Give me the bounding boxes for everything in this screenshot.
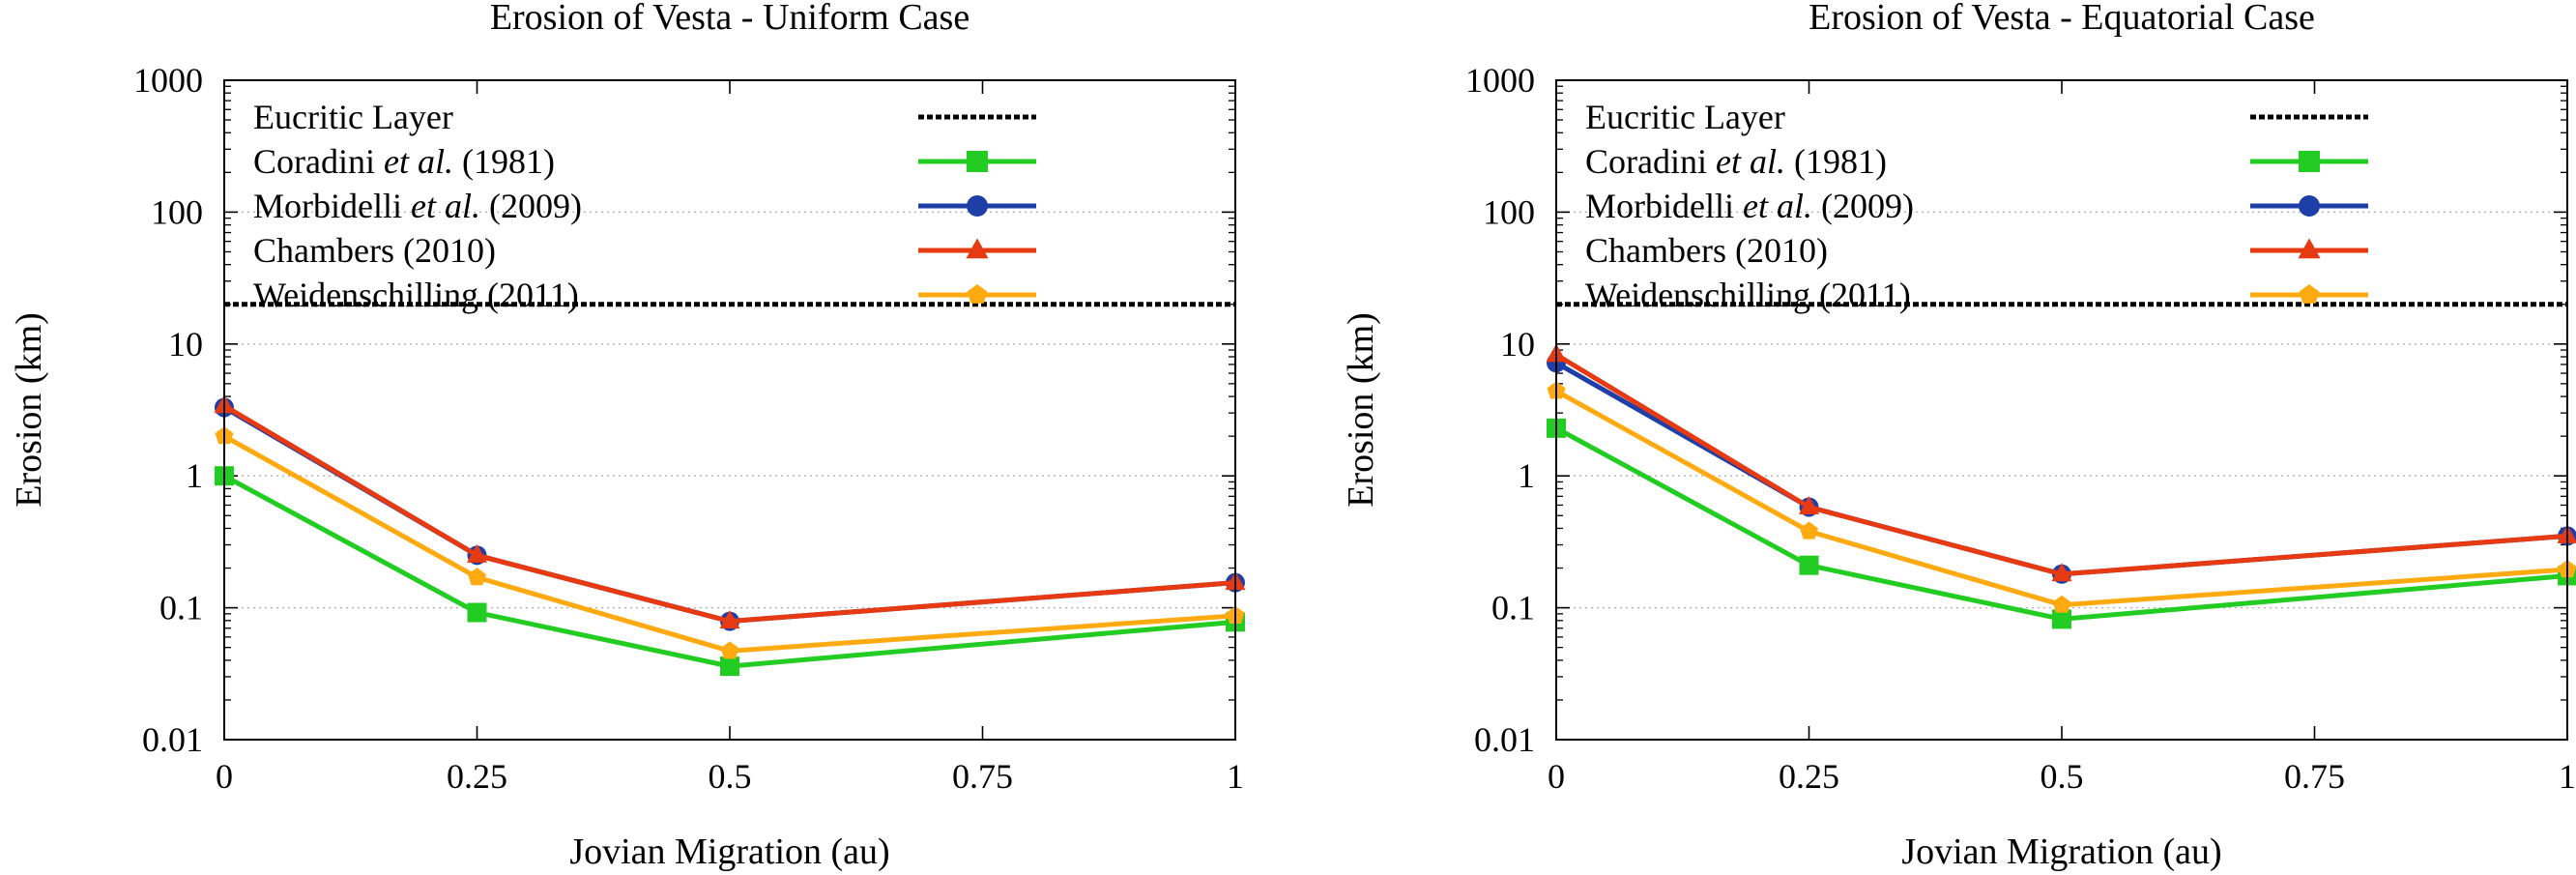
legend-label: Coradini et al. (1981) xyxy=(253,142,555,181)
y-axis-label: Erosion (km) xyxy=(9,312,49,508)
plot-frame xyxy=(1555,79,2568,741)
legend-marker-square xyxy=(2299,151,2320,172)
legend-label-part: Coradini xyxy=(253,142,384,181)
x-tick-label: 0.25 xyxy=(1779,757,1839,796)
series-line xyxy=(222,405,1236,625)
y-tick-label: 100 xyxy=(1483,192,1535,231)
y-tick-label: 1000 xyxy=(133,61,203,100)
data-point-pentagon xyxy=(467,568,487,586)
legend-label-part: Weidenschilling (2011) xyxy=(1585,276,1911,314)
y-tick-label: 0.1 xyxy=(159,589,203,627)
legend-label: Coradini et al. (1981) xyxy=(1585,142,1887,181)
data-point-triangle xyxy=(719,610,740,629)
legend-marker-square xyxy=(967,151,988,172)
x-axis-label: Jovian Migration (au) xyxy=(1901,831,2221,872)
legend-label-part: Morbidelli xyxy=(1585,187,1743,225)
legend-label-part: Weidenschilling (2011) xyxy=(253,276,579,314)
x-tick-label: 0.5 xyxy=(2041,757,2084,796)
legend-marker-pentagon xyxy=(2299,284,2320,304)
data-point-square xyxy=(467,602,487,623)
chart-panel-2: Erosion of Vesta - Equatorial Case 0.01 0.… xyxy=(1341,0,2576,872)
legend-label-part: (2009) xyxy=(480,187,582,225)
legend-label-part: (1981) xyxy=(1785,142,1887,181)
legend-label: Weidenschilling (2011) xyxy=(1585,276,1911,314)
chart-panel-1: Erosion of Vesta - Uniform Case 0.01 0.1 1 1… xyxy=(9,0,1246,872)
x-axis-label: Jovian Migration (au) xyxy=(569,831,889,872)
y-tick-label: 0.01 xyxy=(1474,720,1535,759)
data-point-square xyxy=(1799,555,1819,575)
legend-label: Eucritic Layer xyxy=(1585,98,1785,136)
x-tick-label: 0 xyxy=(216,757,233,796)
data-point-triangle xyxy=(467,543,487,563)
series-line xyxy=(222,433,1236,654)
chart-title: Erosion of Vesta - Equatorial Case xyxy=(1809,0,2315,38)
series-line xyxy=(1554,361,2568,577)
legend-label: Morbidelli et al. (2009) xyxy=(253,187,582,225)
x-tick-label: 1 xyxy=(1227,757,1244,796)
data-point-pentagon xyxy=(720,641,739,659)
data-point-pentagon xyxy=(2052,595,2071,613)
legend-label-part: et al. xyxy=(384,142,453,181)
y-tick-label: 10 xyxy=(1500,325,1535,364)
plot-frame xyxy=(223,79,1236,741)
series-line xyxy=(1554,425,2568,622)
y-tick-label: 10 xyxy=(168,325,203,364)
legend-label-part: (1981) xyxy=(453,142,555,181)
legend-marker-triangle xyxy=(2298,238,2321,259)
legend-label: Weidenschilling (2011) xyxy=(253,276,579,314)
legend-marker-triangle xyxy=(966,238,989,259)
series-line xyxy=(1554,352,2568,577)
x-tick-label: 0.5 xyxy=(709,757,752,796)
legend-label: Chambers (2010) xyxy=(1585,231,1828,270)
data-point-pentagon xyxy=(1799,521,1819,540)
legend-label-part: Chambers (2010) xyxy=(253,231,496,270)
x-tick-label: 0 xyxy=(1548,757,1565,796)
data-point-square xyxy=(720,656,739,677)
legend-label: Chambers (2010) xyxy=(253,231,496,270)
y-tick-label: 1000 xyxy=(1465,61,1535,100)
series-line xyxy=(222,474,1236,669)
y-tick-label: 0.01 xyxy=(142,720,203,759)
x-tick-label: 0.75 xyxy=(2284,757,2345,796)
legend-label: Eucritic Layer xyxy=(253,98,453,136)
y-tick-label: 1 xyxy=(186,456,203,495)
legend-label-part: et al. xyxy=(411,187,480,225)
x-tick-label: 0.25 xyxy=(447,757,507,796)
data-point-triangle xyxy=(1799,495,1819,514)
legend-label-part: Coradini xyxy=(1585,142,1716,181)
legend-label: Morbidelli et al. (2009) xyxy=(1585,187,1914,225)
x-tick-label: 0.75 xyxy=(952,757,1013,796)
legend-label-part: et al. xyxy=(1716,142,1785,181)
legend-label-part: (2009) xyxy=(1812,187,1914,225)
y-tick-label: 100 xyxy=(151,192,203,231)
y-axis-label: Erosion (km) xyxy=(1341,312,1381,508)
chart-title: Erosion of Vesta - Uniform Case xyxy=(490,0,970,38)
series-line xyxy=(1554,389,2568,608)
legend-label-part: Morbidelli xyxy=(253,187,411,225)
data-point-triangle xyxy=(2051,563,2072,582)
x-tick-label: 1 xyxy=(2559,757,2576,796)
y-tick-label: 0.1 xyxy=(1491,589,1535,627)
legend-marker-pentagon xyxy=(967,284,988,304)
y-tick-label: 1 xyxy=(1518,456,1535,495)
data-point-square xyxy=(2052,609,2071,629)
legend-marker-circle xyxy=(967,195,988,217)
legend-label-part: et al. xyxy=(1743,187,1812,225)
legend-marker-circle xyxy=(2299,195,2320,217)
series-line xyxy=(222,403,1236,625)
legend-label-part: Chambers (2010) xyxy=(1585,231,1828,270)
